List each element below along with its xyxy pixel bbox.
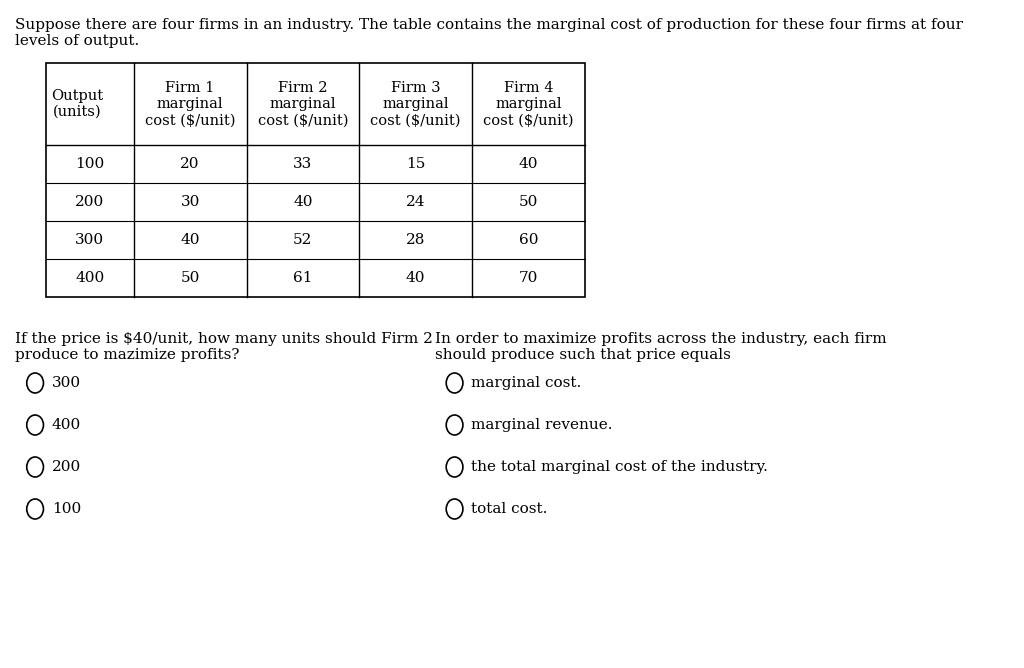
Text: 15: 15	[407, 157, 425, 171]
Text: total cost.: total cost.	[471, 502, 548, 516]
Text: Firm 2
marginal
cost ($/unit): Firm 2 marginal cost ($/unit)	[258, 81, 348, 127]
Text: In order to maximize profits across the industry, each firm
should produce such : In order to maximize profits across the …	[434, 332, 886, 362]
Text: 33: 33	[293, 157, 312, 171]
Text: Output
(units): Output (units)	[51, 89, 103, 119]
Text: 300: 300	[52, 376, 81, 390]
Text: 52: 52	[293, 233, 312, 247]
Text: 200: 200	[75, 195, 104, 209]
Text: 400: 400	[75, 271, 104, 285]
Text: 40: 40	[406, 271, 425, 285]
Text: Suppose there are four firms in an industry. The table contains the marginal cos: Suppose there are four firms in an indus…	[15, 18, 963, 48]
Text: the total marginal cost of the industry.: the total marginal cost of the industry.	[471, 460, 768, 474]
Text: 50: 50	[180, 271, 200, 285]
Text: Firm 1
marginal
cost ($/unit): Firm 1 marginal cost ($/unit)	[144, 81, 236, 127]
Text: If the price is $40/unit, how many units should Firm 2
produce to mazimize profi: If the price is $40/unit, how many units…	[15, 332, 433, 362]
Text: 60: 60	[519, 233, 539, 247]
Text: 28: 28	[407, 233, 425, 247]
Text: 100: 100	[52, 502, 81, 516]
Bar	[46, 63, 585, 297]
Text: 100: 100	[75, 157, 104, 171]
Text: 40: 40	[180, 233, 200, 247]
Text: 300: 300	[76, 233, 104, 247]
Text: 24: 24	[406, 195, 425, 209]
Text: 20: 20	[180, 157, 200, 171]
Text: Firm 3
marginal
cost ($/unit): Firm 3 marginal cost ($/unit)	[371, 81, 461, 127]
Text: 50: 50	[519, 195, 539, 209]
Text: 200: 200	[52, 460, 81, 474]
Text: Firm 4
marginal
cost ($/unit): Firm 4 marginal cost ($/unit)	[483, 81, 573, 127]
Text: marginal cost.: marginal cost.	[471, 376, 582, 390]
Text: 40: 40	[519, 157, 539, 171]
Text: 400: 400	[52, 418, 81, 432]
Text: 70: 70	[519, 271, 539, 285]
Text: 61: 61	[293, 271, 312, 285]
Text: 40: 40	[293, 195, 312, 209]
Text: marginal revenue.: marginal revenue.	[471, 418, 612, 432]
Text: 30: 30	[180, 195, 200, 209]
